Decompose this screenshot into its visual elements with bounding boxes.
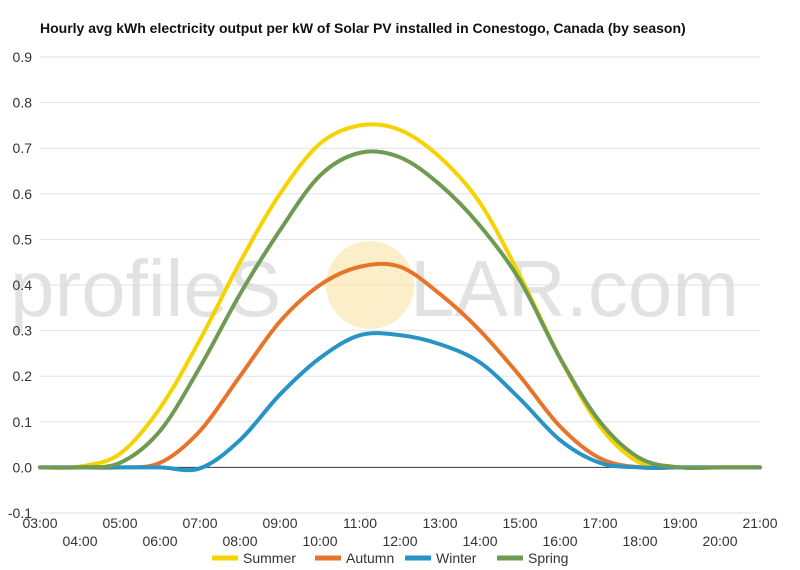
y-tick-label: 0.4 bbox=[13, 277, 33, 293]
watermark-sun-icon bbox=[326, 241, 414, 329]
y-tick-label: 0.9 bbox=[13, 49, 33, 65]
y-tick-label: 0.3 bbox=[13, 323, 33, 339]
x-tick-label: 12:00 bbox=[382, 533, 417, 549]
watermark: profileS LAR.com bbox=[10, 241, 739, 333]
y-tick-label: 0.6 bbox=[13, 186, 33, 202]
axis-layer: -0.1 0.0 0.1 0.2 0.3 0.4 0.5 0.6 0.7 0.8 0.9 03:00 0… bbox=[8, 49, 778, 549]
x-tick-label: 11:00 bbox=[343, 515, 377, 531]
legend-label-summer: Summer bbox=[243, 550, 296, 566]
y-tick-label: 0.5 bbox=[13, 231, 33, 247]
x-tick-label: 13:00 bbox=[422, 515, 457, 531]
y-tick-label: 0.0 bbox=[13, 459, 33, 475]
watermark-text-right: LAR.com bbox=[410, 244, 739, 333]
watermark-text-left: profileS bbox=[10, 244, 281, 333]
x-tick-label: 10:00 bbox=[302, 533, 337, 549]
legend-label-autumn: Autumn bbox=[346, 550, 394, 566]
series-layer bbox=[38, 122, 762, 473]
x-tick-label: 21:00 bbox=[742, 515, 777, 531]
y-tick-label: 0.7 bbox=[13, 140, 33, 156]
y-tick-label: 0.8 bbox=[13, 95, 33, 111]
x-tick-label: 19:00 bbox=[662, 515, 697, 531]
x-tick-label: 09:00 bbox=[262, 515, 297, 531]
x-tick-label: 03:00 bbox=[22, 515, 57, 531]
x-tick-label: 07:00 bbox=[182, 515, 217, 531]
x-tick-label: 18:00 bbox=[622, 533, 657, 549]
legend-label-winter: Winter bbox=[436, 550, 477, 566]
series-line-summer bbox=[38, 122, 762, 470]
x-tick-label: 20:00 bbox=[702, 533, 737, 549]
y-tick-label: 0.1 bbox=[13, 414, 33, 430]
legend-label-spring: Spring bbox=[528, 550, 568, 566]
x-tick-label: 16:00 bbox=[542, 533, 577, 549]
x-tick-label: 14:00 bbox=[462, 533, 497, 549]
x-tick-label: 04:00 bbox=[62, 533, 97, 549]
x-tick-label: 17:00 bbox=[582, 515, 617, 531]
x-tick-label: 15:00 bbox=[502, 515, 537, 531]
x-tick-label: 05:00 bbox=[102, 515, 137, 531]
chart-title: Hourly avg kWh electricity output per kW… bbox=[40, 20, 686, 36]
series-line-spring bbox=[38, 149, 762, 471]
x-tick-label: 08:00 bbox=[222, 533, 257, 549]
y-tick-label: 0.2 bbox=[13, 368, 33, 384]
y-tick-label: -0.1 bbox=[8, 505, 32, 521]
legend: Summer Autumn Winter Spring bbox=[212, 550, 568, 566]
x-tick-label: 06:00 bbox=[142, 533, 177, 549]
series-line-winter bbox=[38, 331, 762, 473]
